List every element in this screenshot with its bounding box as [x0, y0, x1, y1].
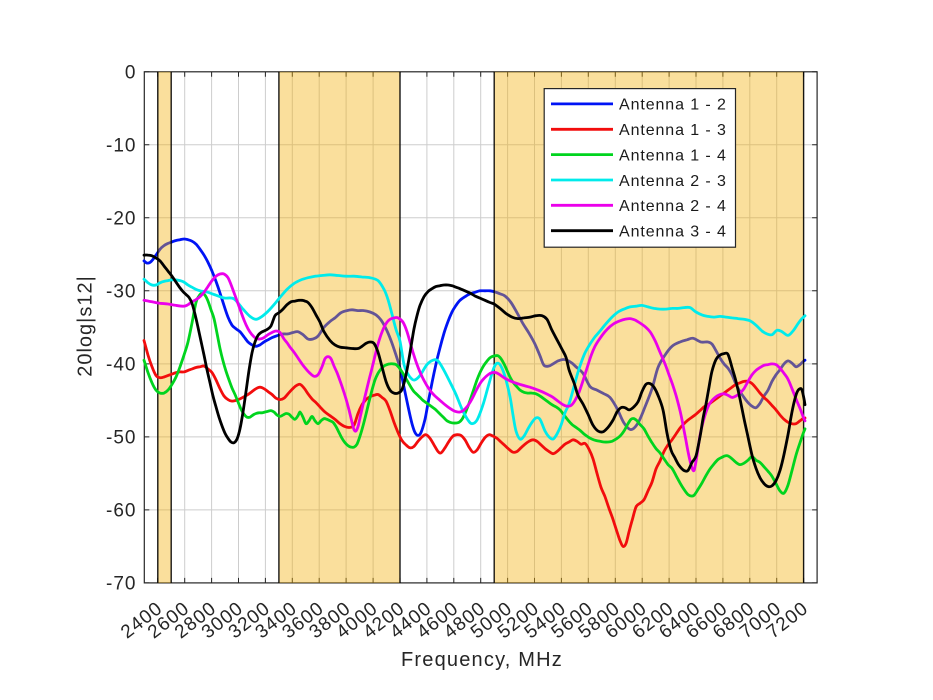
- svg-text:Antenna 1 - 3: Antenna 1 - 3: [619, 122, 727, 139]
- svg-text:Antenna 2 - 4: Antenna 2 - 4: [619, 198, 727, 215]
- svg-text:0: 0: [125, 63, 137, 84]
- svg-text:-20: -20: [106, 209, 136, 230]
- svg-text:Antenna 1 - 4: Antenna 1 - 4: [619, 147, 727, 164]
- svg-text:-10: -10: [106, 136, 136, 157]
- svg-text:-70: -70: [106, 574, 136, 595]
- svg-text:-30: -30: [106, 282, 136, 303]
- svg-text:Antenna 2 - 3: Antenna 2 - 3: [619, 173, 727, 190]
- svg-text:Frequency, MHz: Frequency, MHz: [401, 649, 563, 671]
- svg-text:Antenna 3 - 4: Antenna 3 - 4: [619, 224, 727, 241]
- svg-text:-40: -40: [106, 355, 136, 376]
- svg-text:20log|s12|: 20log|s12|: [75, 275, 97, 377]
- svg-text:-50: -50: [106, 428, 136, 449]
- svg-text:Antenna 1 - 2: Antenna 1 - 2: [619, 97, 727, 114]
- svg-text:-60: -60: [106, 501, 136, 522]
